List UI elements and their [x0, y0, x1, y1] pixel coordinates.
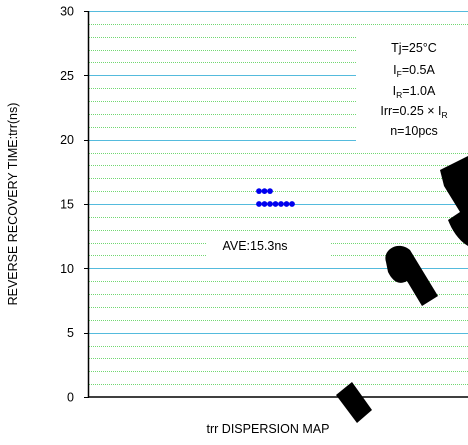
watermark-shape — [336, 156, 468, 423]
conditions-box — [356, 29, 468, 141]
condition-if-rest: =0.5A — [402, 63, 436, 77]
x-axis-label: trr DISPERSION MAP — [207, 422, 330, 436]
data-point — [267, 201, 273, 207]
data-point — [261, 201, 268, 207]
y-tick-label: 15 — [60, 198, 74, 212]
y-tick-label: 0 — [67, 391, 74, 405]
y-tick-label: 5 — [67, 326, 74, 340]
condition-ir: IR=1.0A — [393, 84, 436, 100]
condition-if: IF=0.5A — [393, 63, 435, 79]
condition-ir-sub: R — [396, 90, 402, 100]
condition-ir-rest: =1.0A — [402, 84, 436, 98]
data-point — [283, 201, 290, 207]
data-point — [256, 201, 262, 207]
watermark-stroke-1 — [336, 382, 372, 423]
y-axis-label: REVERSE RECOVERY TIME:trr(ns) — [6, 103, 20, 306]
condition-n: n=10pcs — [390, 124, 438, 138]
y-tick-label: 20 — [60, 133, 74, 147]
condition-if-sub: F — [397, 69, 402, 79]
condition-irr-main: Irr=0.25 × I — [380, 104, 441, 118]
data-point — [278, 201, 284, 207]
conditions-legend: Tj=25°C IF=0.5A IR=1.0A Irr=0.25 × IR n=… — [356, 29, 468, 141]
data-point — [272, 201, 279, 207]
y-tick-labels: 0 5 10 15 20 25 30 — [60, 5, 89, 405]
data-point — [261, 188, 268, 195]
average-label: AVE:15.3ns — [222, 239, 287, 253]
watermark-stroke-3 — [440, 156, 468, 246]
data-points — [256, 188, 295, 207]
average-label-box — [206, 235, 331, 256]
data-point — [289, 201, 295, 207]
condition-irr: Irr=0.25 × IR — [380, 104, 447, 120]
y-tick-label: 30 — [60, 5, 74, 19]
condition-ir-main: I — [393, 84, 396, 98]
condition-if-main: I — [393, 63, 396, 77]
watermark-stroke-2 — [385, 245, 438, 306]
y-tick-label: 10 — [60, 262, 74, 276]
average-annotation: AVE:15.3ns — [206, 235, 331, 256]
condition-irr-sub: R — [442, 110, 448, 120]
data-point — [256, 188, 262, 195]
y-tick-label: 25 — [60, 69, 74, 83]
data-point — [267, 188, 273, 195]
condition-tj: Tj=25°C — [391, 41, 437, 55]
